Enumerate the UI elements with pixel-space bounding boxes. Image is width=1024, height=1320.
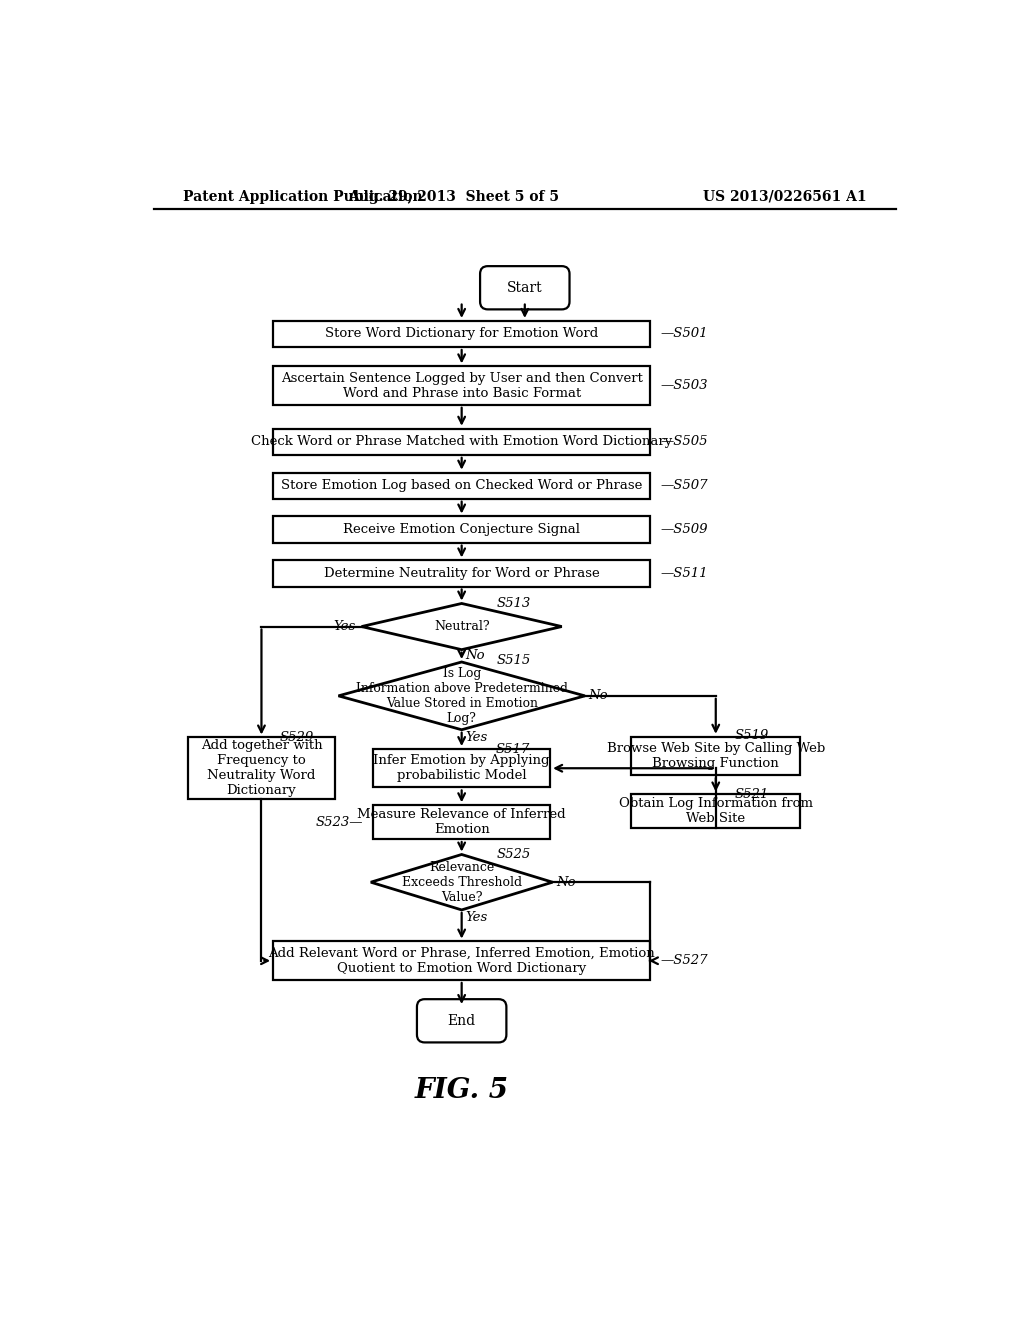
- Bar: [631, 795, 801, 829]
- Text: Receive Emotion Conjecture Signal: Receive Emotion Conjecture Signal: [343, 523, 581, 536]
- Text: S529: S529: [280, 731, 314, 744]
- Text: S521: S521: [734, 788, 768, 801]
- Text: Check Word or Phrase Matched with Emotion Word Dictionary: Check Word or Phrase Matched with Emotio…: [251, 436, 673, 449]
- Text: Relevance
Exceeds Threshold
Value?: Relevance Exceeds Threshold Value?: [401, 861, 521, 904]
- Text: Is Log
Information above Predetermined
Value Stored in Emotion
Log?: Is Log Information above Predetermined V…: [355, 667, 567, 725]
- Text: No: No: [589, 689, 608, 702]
- Text: Infer Emotion by Applying
probabilistic Model: Infer Emotion by Applying probabilistic …: [374, 754, 550, 783]
- Bar: [273, 473, 650, 499]
- Text: S513: S513: [497, 597, 530, 610]
- Text: —S509: —S509: [660, 523, 708, 536]
- Text: No: No: [466, 649, 485, 663]
- Text: —S501: —S501: [660, 327, 708, 341]
- FancyBboxPatch shape: [417, 999, 507, 1043]
- Text: Patent Application Publication: Patent Application Publication: [183, 190, 423, 203]
- Bar: [273, 321, 650, 347]
- Text: Obtain Log Information from
Web Site: Obtain Log Information from Web Site: [618, 797, 813, 825]
- Text: S517: S517: [496, 743, 529, 756]
- Polygon shape: [371, 854, 553, 909]
- Polygon shape: [361, 603, 562, 649]
- Text: Add together with
Frequency to
Neutrality Word
Dictionary: Add together with Frequency to Neutralit…: [201, 739, 323, 797]
- Text: Store Word Dictionary for Emotion Word: Store Word Dictionary for Emotion Word: [325, 327, 598, 341]
- Bar: [188, 738, 335, 799]
- Text: —S503: —S503: [660, 379, 708, 392]
- Text: Start: Start: [507, 281, 543, 294]
- Text: S523—: S523—: [315, 816, 364, 829]
- Bar: [273, 560, 650, 586]
- FancyBboxPatch shape: [480, 267, 569, 309]
- Text: Determine Neutrality for Word or Phrase: Determine Neutrality for Word or Phrase: [324, 566, 599, 579]
- Bar: [631, 737, 801, 775]
- Text: S515: S515: [497, 653, 531, 667]
- Text: Yes: Yes: [466, 911, 487, 924]
- Text: Aug. 29, 2013  Sheet 5 of 5: Aug. 29, 2013 Sheet 5 of 5: [348, 190, 559, 203]
- Text: No: No: [556, 875, 575, 888]
- Text: —S527: —S527: [660, 954, 708, 968]
- Text: Browse Web Site by Calling Web
Browsing Function: Browse Web Site by Calling Web Browsing …: [606, 742, 825, 770]
- Text: Store Emotion Log based on Checked Word or Phrase: Store Emotion Log based on Checked Word …: [281, 479, 642, 492]
- Bar: [273, 429, 650, 455]
- Text: Measure Relevance of Inferred
Emotion: Measure Relevance of Inferred Emotion: [357, 808, 566, 836]
- Text: —S507: —S507: [660, 479, 708, 492]
- Text: FIG. 5: FIG. 5: [415, 1077, 509, 1104]
- Text: Yes: Yes: [333, 620, 355, 634]
- Bar: [373, 748, 550, 788]
- Text: S519: S519: [734, 730, 768, 742]
- Text: Neutral?: Neutral?: [434, 620, 489, 634]
- Bar: [373, 805, 550, 840]
- Text: Add Relevant Word or Phrase, Inferred Emotion, Emotion
Quotient to Emotion Word : Add Relevant Word or Phrase, Inferred Em…: [268, 946, 655, 974]
- Polygon shape: [339, 663, 585, 730]
- Text: —S505: —S505: [660, 436, 708, 449]
- Bar: [273, 367, 650, 405]
- Text: US 2013/0226561 A1: US 2013/0226561 A1: [703, 190, 866, 203]
- Bar: [273, 516, 650, 543]
- Text: End: End: [447, 1014, 476, 1028]
- Bar: [273, 941, 650, 979]
- Text: —S511: —S511: [660, 566, 708, 579]
- Text: Ascertain Sentence Logged by User and then Convert
Word and Phrase into Basic Fo: Ascertain Sentence Logged by User and th…: [281, 371, 643, 400]
- Text: S525: S525: [497, 847, 531, 861]
- Text: Yes: Yes: [466, 731, 487, 744]
